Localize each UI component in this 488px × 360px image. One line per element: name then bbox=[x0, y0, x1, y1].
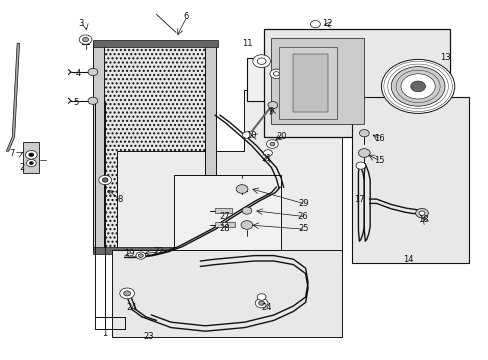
Text: 6: 6 bbox=[183, 12, 188, 21]
Bar bbox=[23, 142, 39, 173]
Circle shape bbox=[236, 185, 247, 193]
Bar bbox=[246, 58, 290, 101]
Bar bbox=[351, 97, 468, 263]
Text: 17: 17 bbox=[353, 195, 364, 204]
Text: 21: 21 bbox=[261, 154, 271, 163]
Circle shape bbox=[79, 35, 92, 44]
Circle shape bbox=[273, 72, 279, 76]
Text: 1: 1 bbox=[102, 328, 107, 338]
Text: 26: 26 bbox=[297, 212, 308, 220]
Circle shape bbox=[355, 162, 365, 169]
Text: 18: 18 bbox=[417, 215, 427, 224]
Circle shape bbox=[255, 298, 267, 308]
Circle shape bbox=[359, 130, 368, 137]
Bar bbox=[264, 29, 449, 137]
Bar bbox=[271, 38, 364, 124]
Polygon shape bbox=[6, 43, 20, 151]
Text: 14: 14 bbox=[402, 255, 413, 264]
Circle shape bbox=[82, 37, 88, 42]
Bar bbox=[293, 54, 327, 112]
Bar bbox=[205, 43, 216, 252]
Text: 22: 22 bbox=[153, 248, 164, 256]
Text: 13: 13 bbox=[439, 53, 449, 62]
Circle shape bbox=[266, 140, 278, 148]
Text: 23: 23 bbox=[143, 332, 154, 341]
Text: 24: 24 bbox=[261, 303, 271, 312]
Text: 2: 2 bbox=[20, 163, 24, 172]
Text: 24: 24 bbox=[126, 303, 137, 312]
Circle shape bbox=[123, 291, 130, 296]
Circle shape bbox=[222, 222, 227, 227]
Circle shape bbox=[381, 59, 454, 113]
Circle shape bbox=[102, 178, 108, 182]
Circle shape bbox=[29, 162, 33, 165]
Circle shape bbox=[257, 58, 265, 64]
Text: 3: 3 bbox=[78, 19, 83, 28]
Text: 16: 16 bbox=[373, 134, 384, 143]
Bar bbox=[112, 250, 342, 337]
Text: 15: 15 bbox=[373, 156, 384, 165]
Circle shape bbox=[88, 68, 98, 76]
Text: 20: 20 bbox=[275, 132, 286, 141]
Circle shape bbox=[257, 294, 265, 300]
Circle shape bbox=[415, 208, 427, 218]
Text: 19: 19 bbox=[124, 249, 135, 258]
Circle shape bbox=[410, 81, 425, 92]
Bar bbox=[93, 247, 217, 254]
Circle shape bbox=[99, 175, 111, 185]
Bar bbox=[173, 175, 281, 250]
Circle shape bbox=[263, 150, 272, 156]
Bar bbox=[278, 47, 337, 119]
Bar bbox=[215, 222, 234, 227]
Circle shape bbox=[390, 67, 444, 106]
Circle shape bbox=[269, 69, 282, 78]
Circle shape bbox=[241, 221, 252, 229]
Circle shape bbox=[310, 21, 320, 28]
Circle shape bbox=[88, 97, 98, 104]
Text: 8: 8 bbox=[117, 195, 122, 204]
Circle shape bbox=[242, 207, 251, 214]
Circle shape bbox=[120, 288, 134, 299]
Circle shape bbox=[29, 153, 34, 157]
Text: 4: 4 bbox=[76, 69, 81, 78]
Bar bbox=[215, 208, 232, 213]
Circle shape bbox=[25, 150, 37, 159]
Text: 12: 12 bbox=[322, 19, 332, 28]
Circle shape bbox=[242, 132, 251, 138]
Circle shape bbox=[269, 142, 274, 146]
Text: 5: 5 bbox=[73, 98, 78, 107]
Circle shape bbox=[358, 149, 369, 157]
Circle shape bbox=[136, 252, 145, 259]
Circle shape bbox=[26, 159, 36, 167]
Circle shape bbox=[252, 55, 270, 68]
Text: 25: 25 bbox=[297, 224, 308, 233]
Text: 7: 7 bbox=[10, 149, 15, 158]
Text: 9: 9 bbox=[268, 107, 273, 116]
Text: 11: 11 bbox=[241, 39, 252, 48]
Text: 27: 27 bbox=[219, 212, 230, 220]
Bar bbox=[93, 40, 217, 47]
Text: 29: 29 bbox=[297, 199, 308, 208]
Text: 10: 10 bbox=[246, 131, 257, 140]
Circle shape bbox=[418, 211, 424, 215]
Polygon shape bbox=[117, 90, 342, 266]
Circle shape bbox=[400, 74, 434, 99]
Circle shape bbox=[138, 254, 143, 257]
Bar bbox=[93, 43, 103, 252]
Bar bbox=[102, 43, 205, 252]
Text: 28: 28 bbox=[219, 224, 230, 233]
Circle shape bbox=[258, 301, 264, 305]
Circle shape bbox=[267, 102, 277, 109]
